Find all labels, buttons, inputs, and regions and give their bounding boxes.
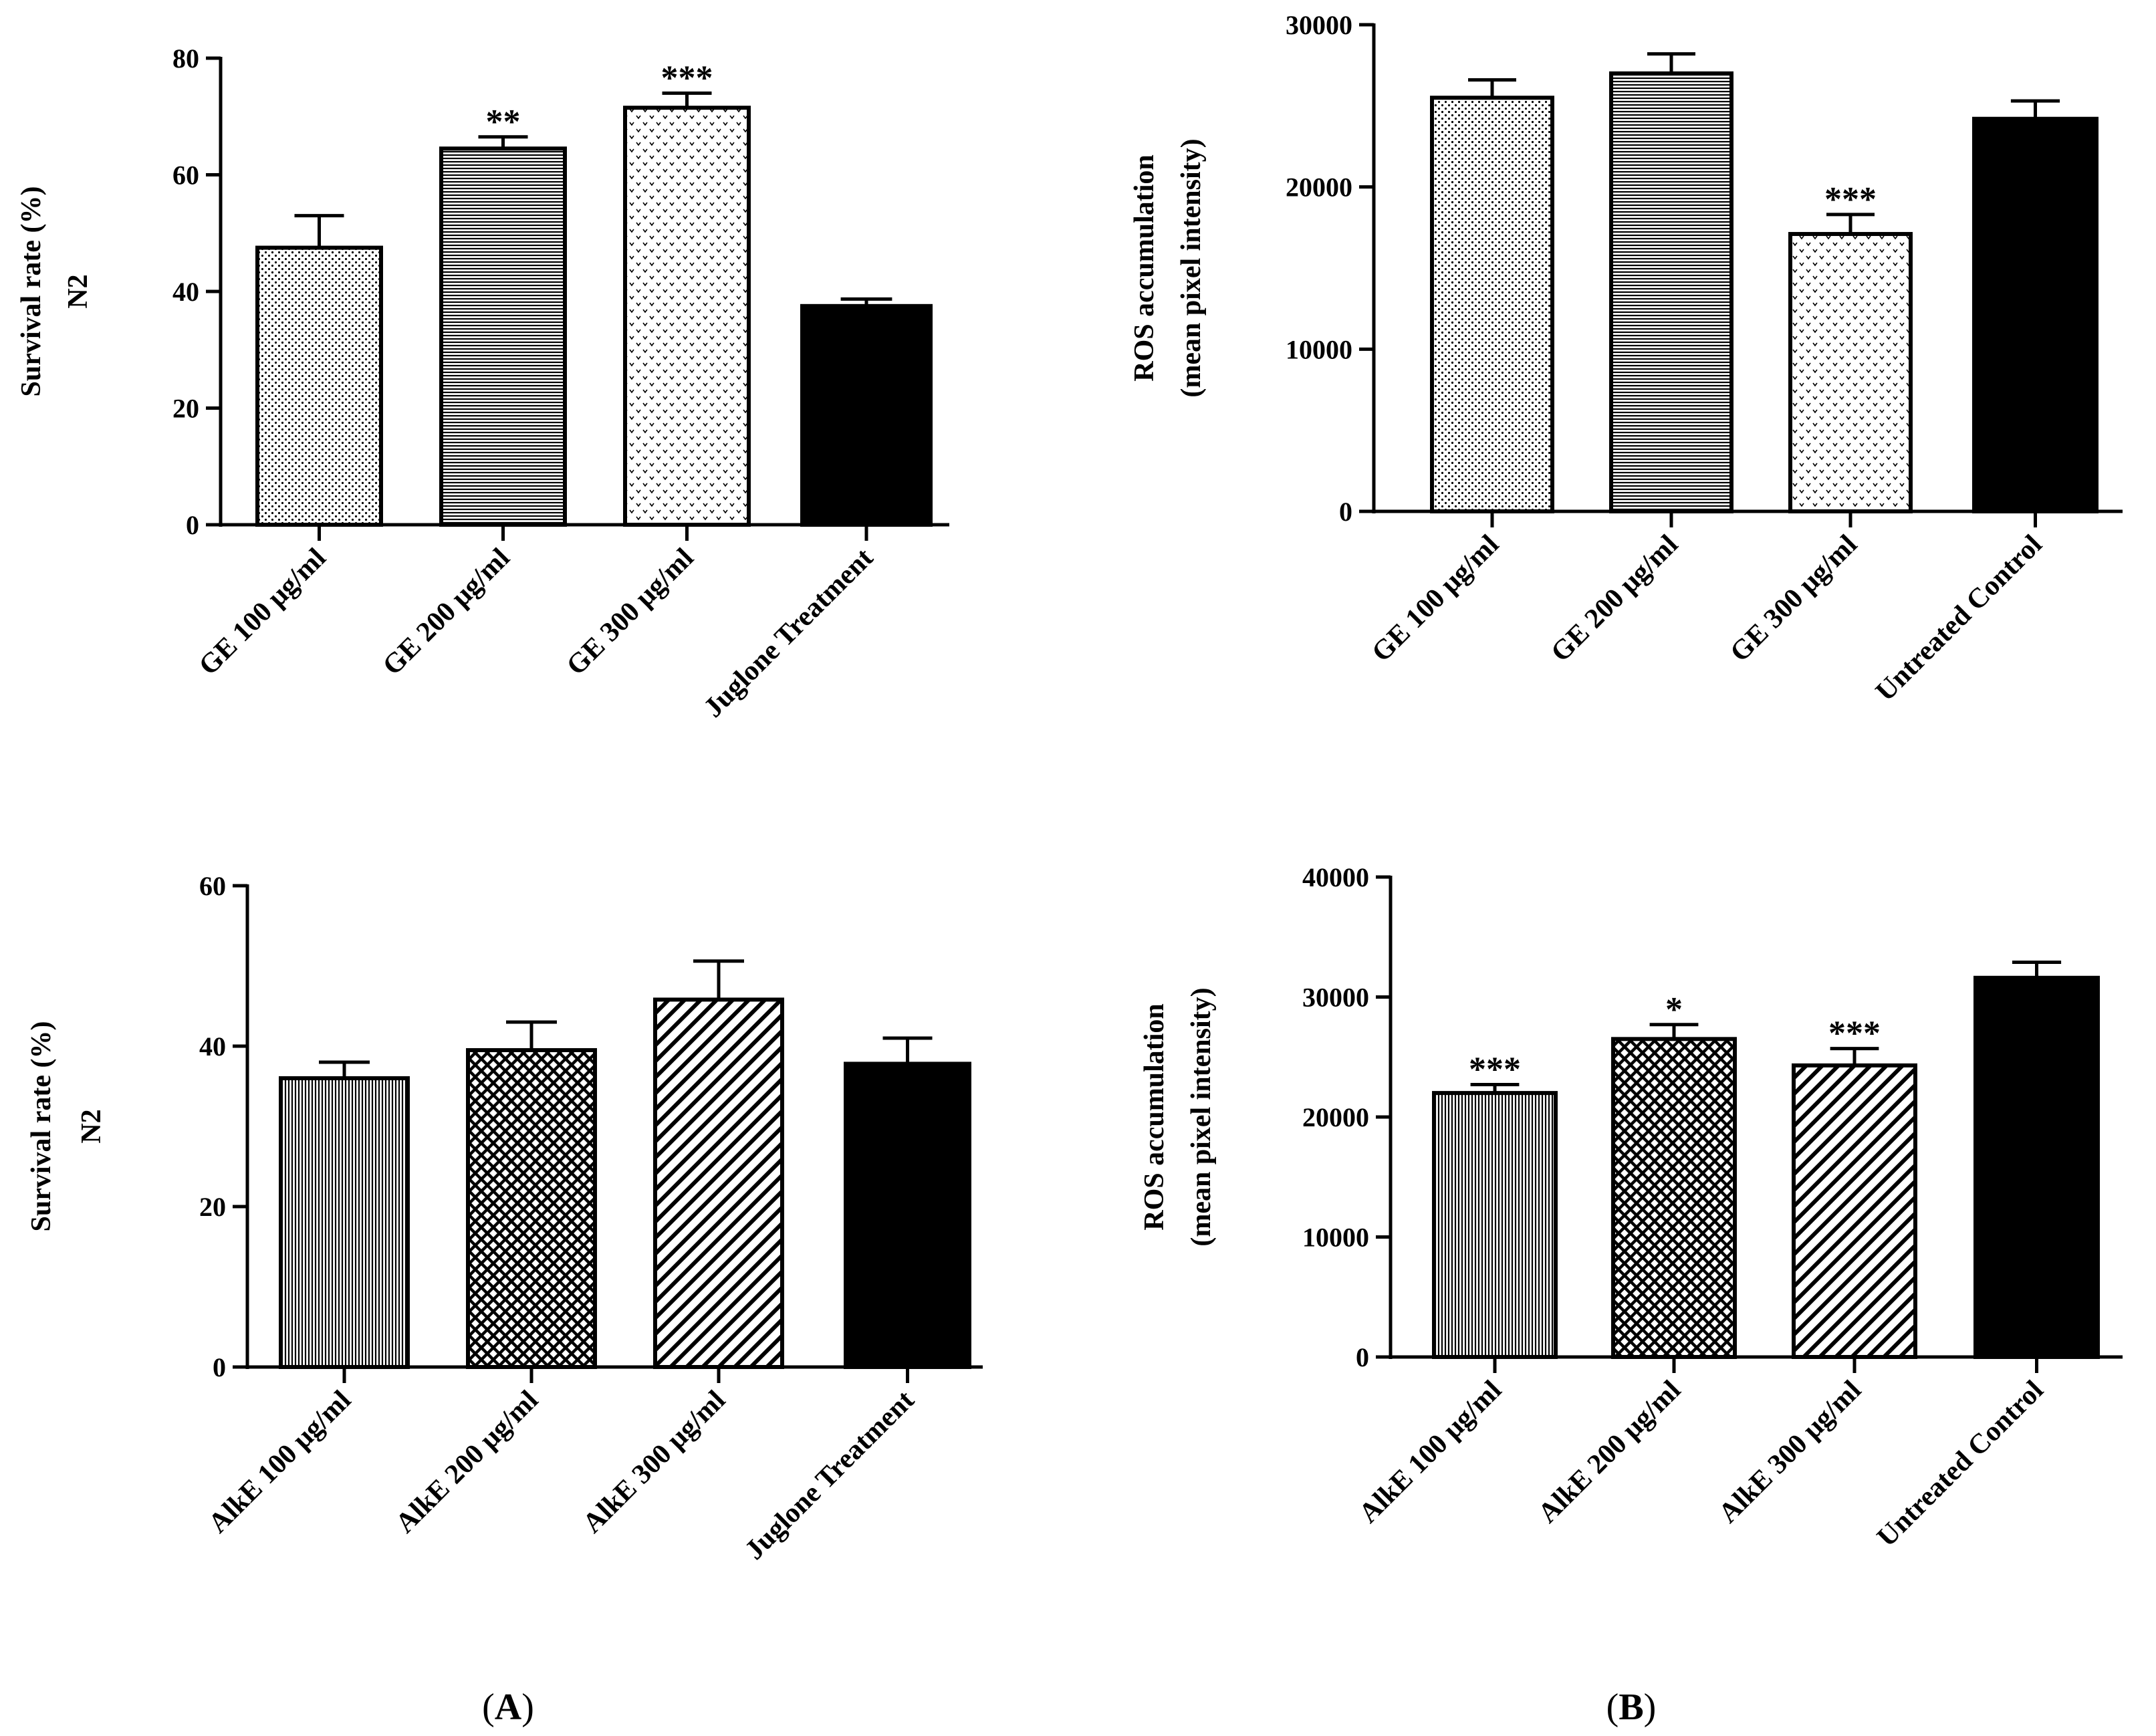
bar — [279, 1076, 410, 1369]
panel-label-a: (A) — [482, 1687, 534, 1728]
y-tick-label: 80 — [172, 43, 199, 74]
y-tick-label: 20 — [199, 1192, 226, 1222]
y-tick-label: 20000 — [1302, 1102, 1369, 1132]
y-axis-label: Survival rate (%) — [16, 187, 47, 397]
y-tick-label: 60 — [199, 871, 226, 901]
y-tick-label: 40000 — [1302, 862, 1369, 892]
significance-label: *** — [661, 59, 713, 97]
y-tick-label: 0 — [1339, 497, 1352, 527]
y-tick-label: 0 — [1356, 1342, 1369, 1372]
x-tick-label: AlkE 300 μg/ml — [577, 1385, 731, 1539]
bar — [1609, 71, 1733, 514]
y-tick-label: 10000 — [1302, 1223, 1369, 1253]
y-tick-label: 40 — [199, 1031, 226, 1062]
chart-a2-survival-alke: 0 20 40 60 Survival rate (%) N2 AlkE 100 μg/ml… — [26, 871, 983, 1566]
x-tick-label: AlkE 200 μg/ml — [1532, 1375, 1687, 1529]
y-tick-label: 20000 — [1286, 172, 1352, 203]
x-tick-label: Juglone Treatment — [698, 543, 879, 724]
y-axis-label: (mean pixel intensity) — [1186, 987, 1217, 1246]
bar — [1430, 96, 1554, 513]
significance-label: ** — [486, 103, 521, 141]
x-tick-label: Juglone Treatment — [739, 1385, 921, 1566]
y-tick-label: 40 — [172, 277, 199, 307]
y-tick-label: 0 — [213, 1352, 226, 1382]
y-axis-label: ROS accumulation — [1129, 154, 1160, 382]
panel-label-b: (B) — [1606, 1687, 1657, 1728]
y-axis-label: Survival rate (%) — [26, 1021, 57, 1232]
y-tick-label: 0 — [186, 510, 199, 540]
x-tick-label: AlkE 300 μg/ml — [1713, 1375, 1867, 1529]
x-tick-label: Untreated Control — [1870, 529, 2048, 708]
y-axis-label: (mean pixel intensity) — [1176, 138, 1207, 397]
bar — [1792, 1063, 1917, 1359]
chart-b2-ros-alke: 0 10000 20000 30000 40000 ROS accumulation (me… — [1139, 862, 2123, 1553]
y-tick-label: 20 — [172, 394, 199, 424]
chart-a1-survival-ge: 0 20 40 60 80 Survival rate (%) N2 GE 100 μg/ml… — [16, 43, 949, 723]
bar — [439, 146, 567, 527]
bar — [800, 303, 933, 527]
x-tick-label: AlkE 100 μg/ml — [203, 1385, 357, 1539]
y-axis-label: N2 — [76, 1109, 107, 1143]
x-tick-label: GE 100 μg/ml — [193, 543, 332, 682]
y-tick-label: 30000 — [1286, 10, 1352, 40]
y-axis-label: N2 — [63, 274, 94, 308]
x-tick-label: GE 200 μg/ml — [377, 543, 516, 682]
y-tick-label: 30000 — [1302, 983, 1369, 1013]
x-tick-label: GE 300 μg/ml — [561, 543, 700, 682]
bar — [1788, 232, 1913, 513]
significance-label: *** — [1828, 1015, 1881, 1053]
x-tick-label: GE 100 μg/ml — [1366, 529, 1505, 668]
chart-b1-ros-ge: 0 10000 20000 30000 ROS accumulation (mean pi… — [1129, 10, 2123, 707]
x-tick-label: AlkE 200 μg/ml — [390, 1385, 544, 1539]
x-tick-label: AlkE 100 μg/ml — [1353, 1375, 1508, 1529]
significance-label: *** — [1469, 1051, 1521, 1089]
bar — [255, 245, 383, 527]
significance-label: * — [1665, 991, 1683, 1029]
significance-label: *** — [1824, 180, 1877, 219]
x-tick-label: GE 200 μg/ml — [1545, 529, 1684, 668]
bar — [1973, 975, 2100, 1359]
bar — [1611, 1037, 1737, 1359]
y-tick-label: 60 — [172, 160, 199, 191]
x-tick-label: GE 300 μg/ml — [1724, 529, 1863, 668]
bar — [1972, 116, 2099, 514]
x-tick-label: Untreated Control — [1871, 1375, 2050, 1554]
y-axis-label: ROS accumulation — [1139, 1003, 1170, 1231]
bar — [1432, 1091, 1558, 1359]
bar — [466, 1048, 597, 1369]
bar — [623, 106, 751, 527]
bar — [844, 1062, 971, 1370]
bar — [653, 997, 784, 1369]
y-tick-label: 10000 — [1286, 334, 1352, 364]
